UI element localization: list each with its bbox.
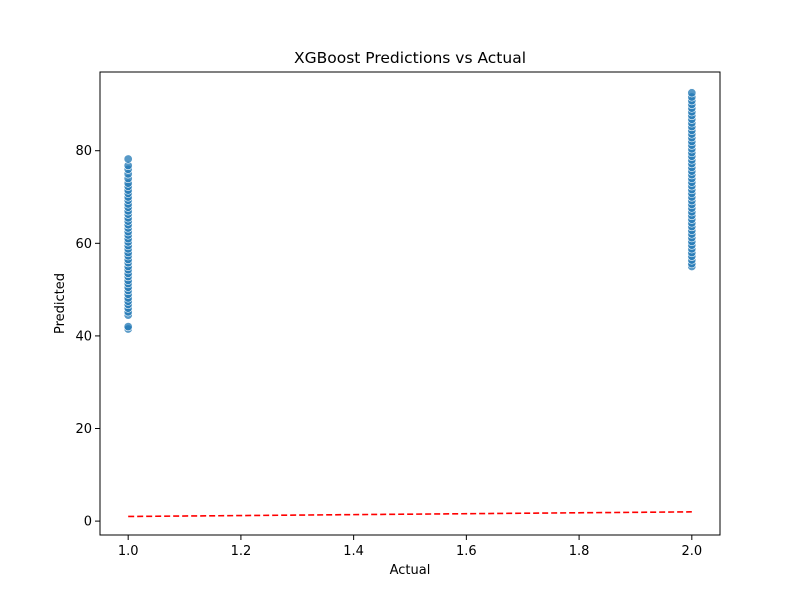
y-tick-label: 0: [84, 515, 92, 530]
x-tick-label: 1.2: [231, 544, 252, 559]
x-tick-label: 1.8: [569, 544, 590, 559]
scatter-point: [123, 322, 133, 332]
y-tick-label: 60: [75, 237, 92, 252]
x-tick-label: 1.0: [118, 544, 139, 559]
chart-title: XGBoost Predictions vs Actual: [294, 49, 526, 67]
y-axis-label: Predicted: [53, 273, 68, 334]
x-tick-label: 2.0: [681, 544, 702, 559]
x-tick-label: 1.6: [456, 544, 477, 559]
y-axis: 0 20 40 60 80: [75, 144, 100, 530]
x-axis-label: Actual: [390, 563, 431, 578]
y-tick-label: 20: [75, 422, 92, 437]
plot-area: [100, 72, 720, 535]
scatter-point: [687, 88, 697, 98]
y-tick-label: 80: [75, 144, 92, 159]
data-marks: [123, 88, 697, 334]
reference-line-group: [128, 511, 692, 518]
plot-frame: [99, 71, 721, 536]
x-axis: 1.0 1.2 1.4 1.6 1.8 2.0: [118, 535, 702, 559]
x-tick-label: 1.4: [343, 544, 364, 559]
scatter-point: [123, 154, 133, 164]
reference-line: [128, 511, 692, 518]
y-tick-label: 40: [75, 329, 92, 344]
